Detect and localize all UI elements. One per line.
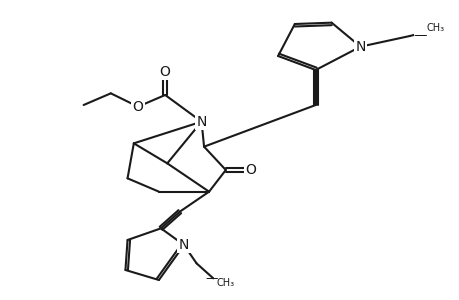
Text: CH₃: CH₃ bbox=[216, 278, 235, 288]
Text: N: N bbox=[354, 40, 365, 54]
Text: —: — bbox=[413, 29, 425, 43]
Text: O: O bbox=[159, 65, 170, 79]
Text: O: O bbox=[132, 100, 143, 114]
Text: N: N bbox=[196, 115, 206, 129]
Text: —: — bbox=[205, 272, 218, 285]
Text: O: O bbox=[132, 100, 143, 114]
Text: N: N bbox=[179, 238, 189, 252]
Text: O: O bbox=[159, 65, 170, 79]
Text: O: O bbox=[245, 163, 256, 177]
Text: CH₃: CH₃ bbox=[425, 23, 444, 33]
Text: O: O bbox=[245, 163, 256, 177]
Text: —: — bbox=[414, 29, 426, 43]
Text: N: N bbox=[179, 238, 189, 252]
Text: N: N bbox=[354, 40, 365, 54]
